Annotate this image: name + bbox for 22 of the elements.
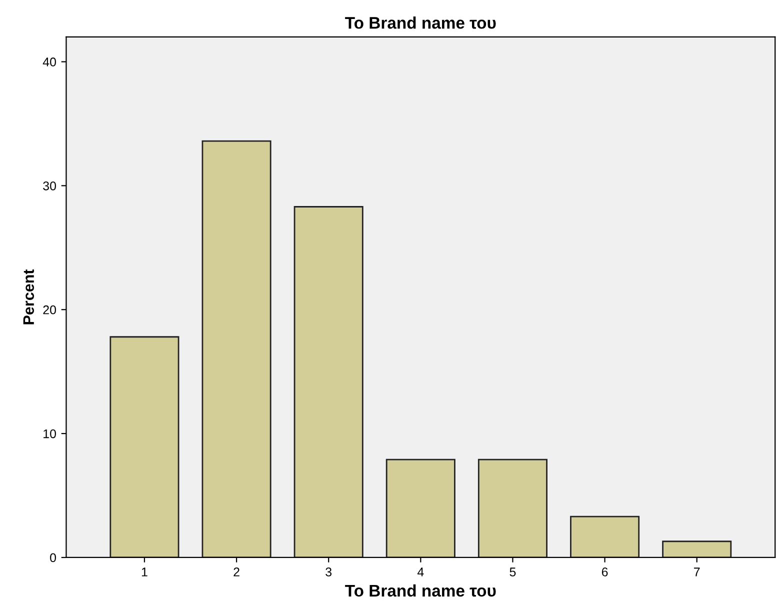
y-tick-label: 40: [42, 58, 56, 66]
x-tick-label: 2: [234, 568, 240, 576]
y-tick-label: 0: [50, 553, 56, 562]
bar: [202, 140, 272, 558]
y-tick-label: 20: [43, 305, 56, 314]
y-axis-title: Percent: [23, 269, 34, 324]
y-tick-label: 30: [43, 181, 56, 190]
bar: [662, 540, 732, 558]
x-tick-label: 4: [417, 568, 424, 576]
bar: [294, 206, 364, 558]
bar: [386, 458, 456, 558]
x-tick-label: 1: [142, 568, 148, 576]
x-tick-label: 6: [602, 568, 608, 576]
bar: [570, 516, 640, 558]
bar: [110, 336, 180, 558]
bar: [478, 458, 548, 558]
chart-title: Το Brand name του: [345, 16, 496, 29]
x-tick-label: 3: [326, 568, 332, 576]
x-axis-title: Το Brand name του: [345, 584, 496, 597]
x-tick-label: 5: [510, 568, 516, 576]
x-tick-label: 7: [694, 568, 700, 576]
y-tick-label: 10: [44, 429, 56, 438]
